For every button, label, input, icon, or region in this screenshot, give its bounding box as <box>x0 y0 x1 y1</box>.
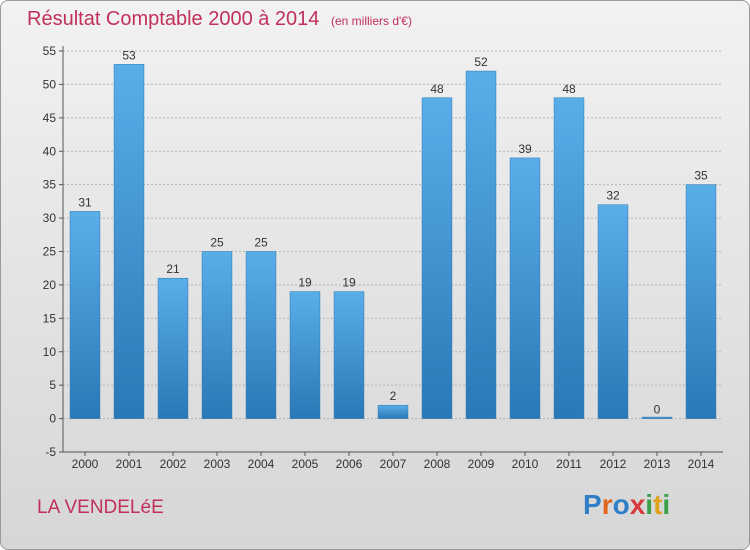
x-tick-label: 2004 <box>248 457 275 471</box>
y-tick-label: 30 <box>43 211 57 225</box>
value-label-2000: 31 <box>78 195 92 209</box>
x-tick-label: 2003 <box>204 457 231 471</box>
chart-title: Résultat Comptable 2000 à 2014 <box>27 8 320 30</box>
x-tick-label: 2002 <box>160 457 187 471</box>
chart-title-block: Résultat Comptable 2000 à 2014 (en milli… <box>27 8 412 31</box>
x-tick-label: 2001 <box>116 457 143 471</box>
bar-2005[interactable] <box>289 291 321 419</box>
value-label-2014: 35 <box>694 169 708 183</box>
bar-2003[interactable] <box>201 251 233 419</box>
x-tick-label: 2010 <box>512 457 539 471</box>
bar-2010[interactable] <box>509 157 541 419</box>
y-tick-label: 35 <box>43 178 57 192</box>
y-tick-label: 20 <box>43 278 57 292</box>
bar-2014[interactable] <box>685 184 717 419</box>
bar-2008[interactable] <box>421 97 453 419</box>
value-label-2012: 32 <box>606 189 620 203</box>
bar-2000[interactable] <box>69 211 101 419</box>
bar-2002[interactable] <box>157 277 189 419</box>
value-label-2010: 39 <box>518 142 532 156</box>
commune-name: LA VENDELéE <box>37 497 164 518</box>
x-tick-label: 2009 <box>468 457 495 471</box>
x-tick-label: 2000 <box>72 457 99 471</box>
y-tick-label: 15 <box>43 311 57 325</box>
x-tick-label: 2013 <box>644 457 671 471</box>
y-tick-label: 10 <box>43 345 57 359</box>
value-label-2003: 25 <box>210 236 224 250</box>
bar-2011[interactable] <box>553 97 585 419</box>
value-label-2002: 21 <box>166 262 180 276</box>
bar-2012[interactable] <box>597 204 629 419</box>
x-tick-label: 2012 <box>600 457 627 471</box>
bar-2009[interactable] <box>465 70 497 419</box>
bar-2013[interactable] <box>641 416 673 419</box>
bars <box>69 64 717 419</box>
value-label-2007: 2 <box>390 389 397 403</box>
x-tick-label: 2008 <box>424 457 451 471</box>
x-tick-label: 2006 <box>336 457 363 471</box>
logo-letter: x <box>629 489 646 520</box>
logo-letter: r <box>601 489 613 520</box>
logo-letter: P <box>583 489 602 520</box>
bar-2004[interactable] <box>245 251 277 419</box>
data-labels: 31 53 21 25 25 19 19 2 48 52 39 48 32 0 35 <box>78 48 708 416</box>
logo-letter: t <box>653 489 663 520</box>
chart-subtitle: (en milliers d'€) <box>330 14 412 28</box>
y-tick-label: 40 <box>43 144 57 158</box>
x-tick-label: 2005 <box>292 457 319 471</box>
y-tick-label: 55 <box>43 44 57 58</box>
bar-2007[interactable] <box>377 404 409 419</box>
x-tick-label: 2014 <box>688 457 715 471</box>
bar-2006[interactable] <box>333 291 365 419</box>
value-label-2009: 52 <box>474 55 488 69</box>
value-label-2011: 48 <box>562 82 576 96</box>
value-label-2013: 0 <box>654 403 661 417</box>
y-tick-label: 5 <box>49 378 56 392</box>
y-tick-label: 0 <box>49 412 56 426</box>
x-tick-label: 2011 <box>556 457 582 471</box>
proxiti-logo[interactable]: Proxiti <box>583 489 670 521</box>
value-label-2008: 48 <box>430 82 444 96</box>
logo-letter: i <box>662 489 671 520</box>
value-label-2006: 19 <box>342 276 356 290</box>
y-tick-label: 45 <box>43 111 57 125</box>
y-tick-label: 50 <box>43 77 57 91</box>
bar-2001[interactable] <box>113 64 145 419</box>
y-tick-label: -5 <box>45 445 56 459</box>
value-label-2001: 53 <box>122 48 136 62</box>
logo-letter: o <box>612 489 630 520</box>
x-tick-label: 2007 <box>380 457 407 471</box>
value-label-2005: 19 <box>298 276 312 290</box>
value-label-2004: 25 <box>254 236 268 250</box>
y-tick-label: 25 <box>43 245 57 259</box>
logo-letter: i <box>645 489 654 520</box>
